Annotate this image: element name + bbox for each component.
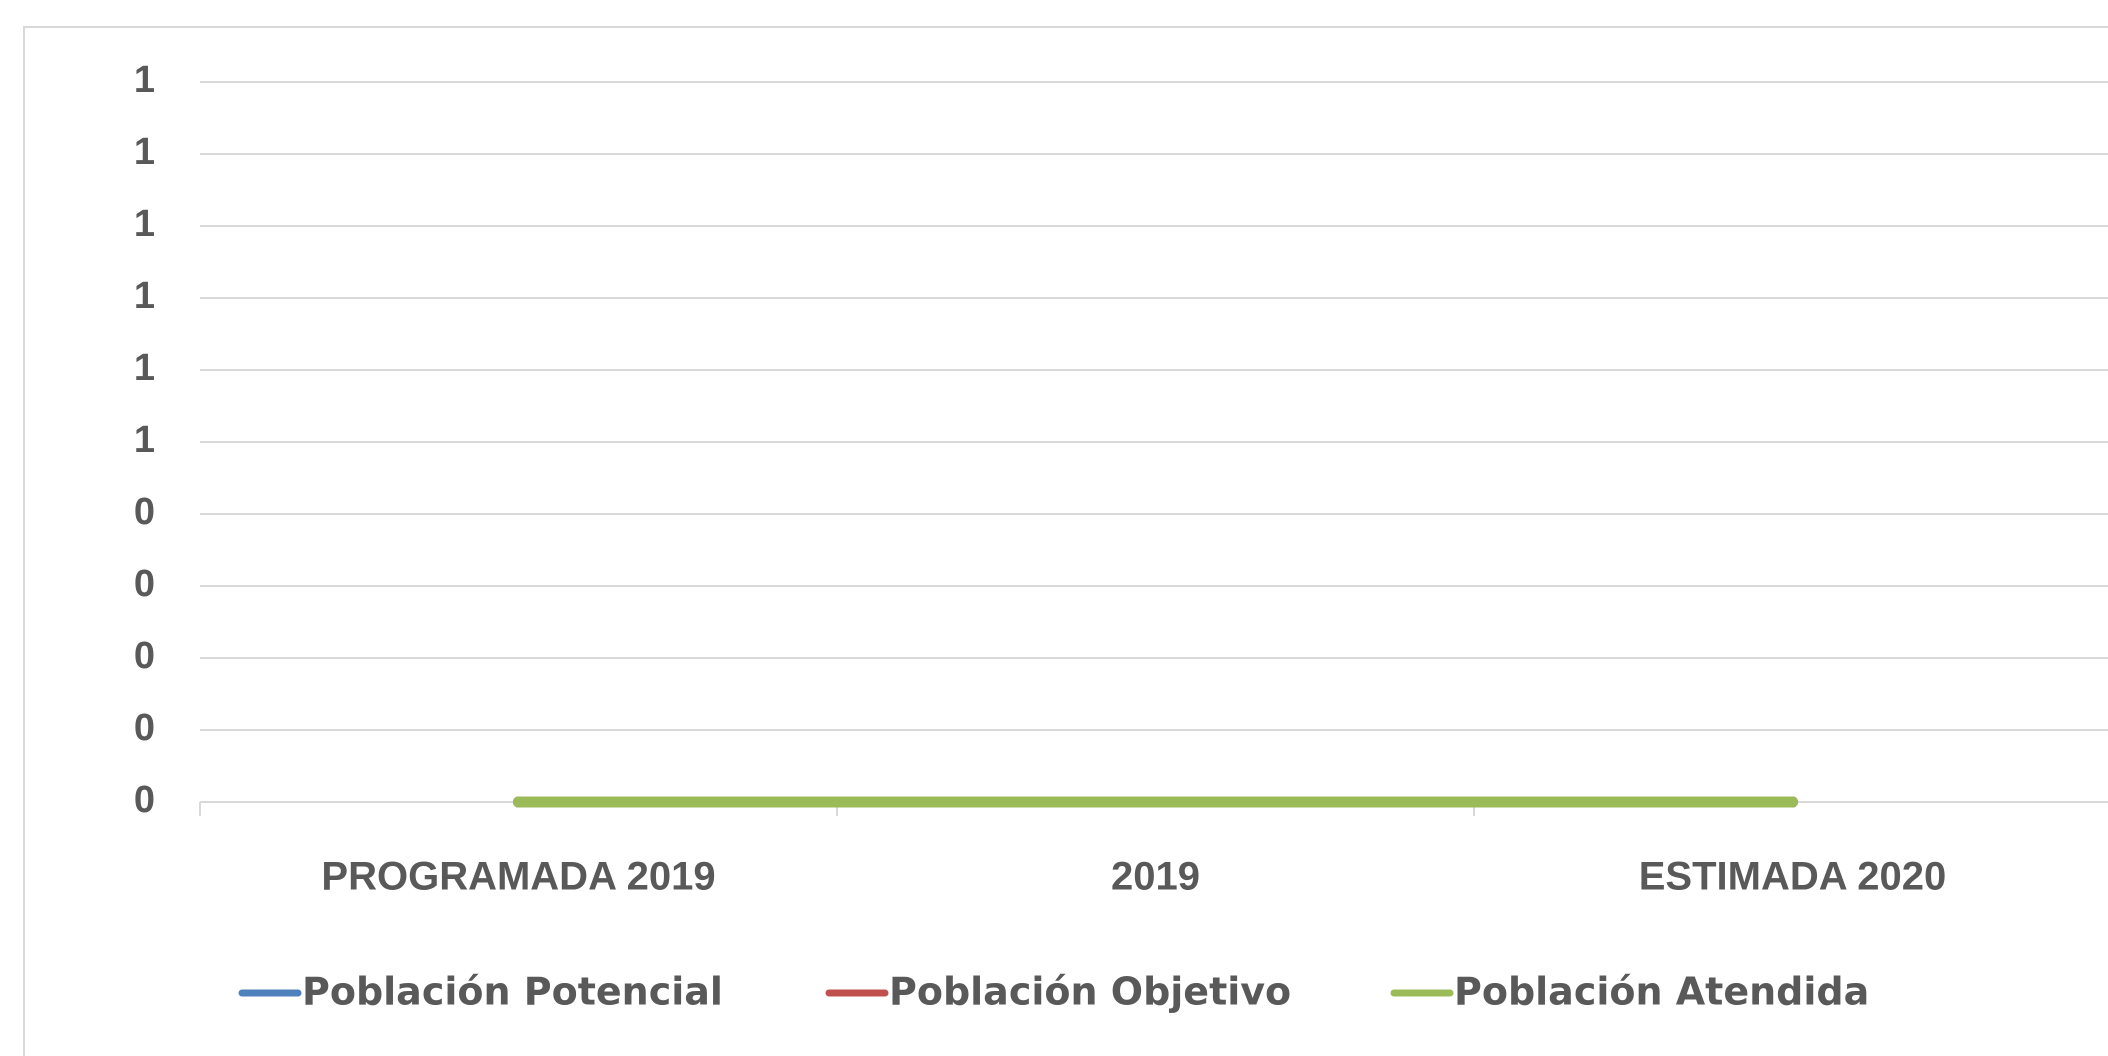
y-tick-label: 0 [134,707,155,749]
chart-frame [23,26,2108,1056]
y-tick-label: 1 [134,131,155,173]
y-tick-label: 0 [134,563,155,605]
y-tick-label: 1 [134,203,155,245]
legend-label: Población Potencial [302,970,723,1014]
x-tick-label: ESTIMADA 2020 [1639,855,1947,899]
y-tick-label: 1 [134,59,155,101]
legend-label: Población Objetivo [889,970,1291,1014]
y-tick-label: 1 [134,419,155,461]
legend-label: Población Atendida [1454,970,1869,1014]
y-tick-label: 1 [134,275,155,317]
y-tick-label: 0 [134,635,155,677]
y-tick-label: 1 [134,347,155,389]
x-tick-label: 2019 [1111,855,1200,899]
x-tick-label: PROGRAMADA 2019 [321,855,715,899]
y-tick-label: 0 [134,491,155,533]
y-tick-label: 0 [134,779,155,821]
